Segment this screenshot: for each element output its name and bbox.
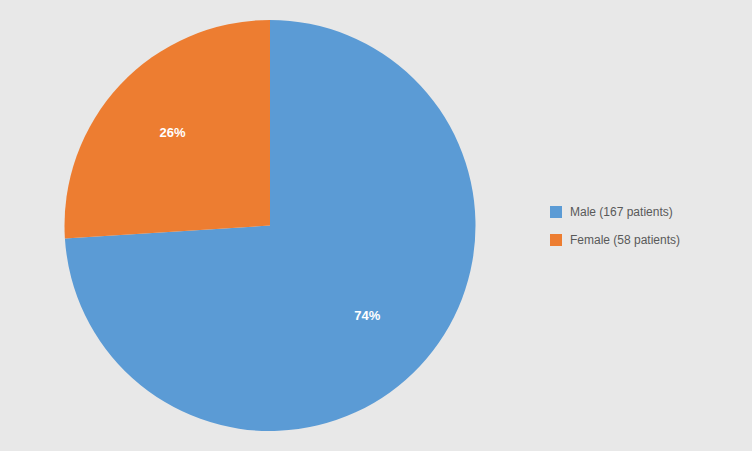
html-text:Female (58 patients): Female (58 patients) [570,232,681,247]
svg-text:26%: 26% [160,125,186,140]
svg-text:74%: 74% [354,308,380,323]
html-text:Male (167 patients): Male (167 patients) [570,204,673,219]
